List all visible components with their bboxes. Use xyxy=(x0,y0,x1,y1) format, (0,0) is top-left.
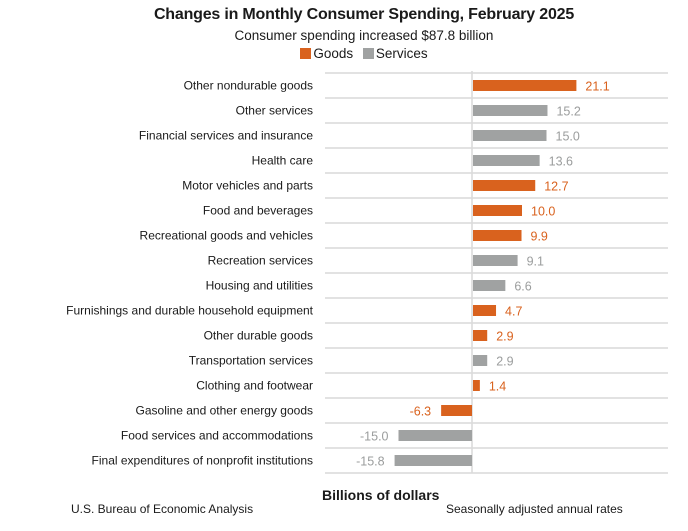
category-label: Recreation services xyxy=(208,254,313,268)
bar-goods xyxy=(473,80,577,91)
chart-title: Changes in Monthly Consumer Spending, Fe… xyxy=(153,6,575,23)
data-label: -15.8 xyxy=(356,455,385,469)
rate-note: Seasonally adjusted annual rates xyxy=(446,502,623,516)
legend-label-goods: Goods xyxy=(313,46,354,61)
category-label: Food services and accommodations xyxy=(121,429,313,443)
data-label: 9.1 xyxy=(527,255,544,269)
legend-swatch-goods xyxy=(300,48,312,59)
bar-services xyxy=(473,155,540,166)
bar-goods xyxy=(473,305,497,316)
category-label: Transportation services xyxy=(189,354,313,368)
data-label: -15.0 xyxy=(360,430,389,444)
x-axis-label: Billions of dollars xyxy=(322,487,440,503)
category-label: Final expenditures of nonprofit institut… xyxy=(92,454,313,468)
data-label: 12.7 xyxy=(544,180,568,194)
bar-goods xyxy=(473,180,536,191)
data-label: 21.1 xyxy=(585,80,609,94)
category-label: Furnishings and durable household equipm… xyxy=(66,304,314,318)
data-label: 13.6 xyxy=(549,155,573,169)
category-label: Housing and utilities xyxy=(206,279,313,293)
data-label: 2.9 xyxy=(496,355,513,369)
source-note: U.S. Bureau of Economic Analysis xyxy=(71,502,254,516)
category-label: Other nondurable goods xyxy=(184,79,313,93)
bar-services xyxy=(473,280,506,291)
category-label: Recreational goods and vehicles xyxy=(140,229,313,243)
chart-subtitle: Consumer spending increased $87.8 billio… xyxy=(234,28,494,43)
bar-goods xyxy=(473,330,488,341)
category-label: Financial services and insurance xyxy=(139,129,313,143)
category-label: Motor vehicles and parts xyxy=(182,179,313,193)
bar-goods xyxy=(473,230,522,241)
data-label: 15.0 xyxy=(556,130,580,144)
legend-swatch-services xyxy=(362,48,374,59)
data-label: 10.0 xyxy=(531,205,555,219)
data-label: 9.9 xyxy=(531,230,548,244)
legend-item-services: Services xyxy=(362,46,428,61)
value-labels: 21.1 15.2 15.0 13.6 12.7 10.0 9.9 9.1 6.6 4.7 2.9 2… xyxy=(356,80,610,469)
data-label: -6.3 xyxy=(410,405,432,419)
bar-services xyxy=(473,105,548,116)
category-label: Other durable goods xyxy=(204,329,313,343)
category-label: Food and beverages xyxy=(203,204,313,218)
legend-item-goods: Goods xyxy=(300,46,353,61)
bar-goods xyxy=(441,405,472,416)
gridlines xyxy=(325,71,668,474)
category-label: Other services xyxy=(236,104,313,118)
bars xyxy=(394,80,577,466)
bar-services xyxy=(473,355,488,366)
data-label: 4.7 xyxy=(505,305,522,319)
legend: Goods Services xyxy=(0,46,688,62)
bar-services xyxy=(473,255,518,266)
bar-goods xyxy=(473,205,522,216)
bar-services xyxy=(394,455,472,466)
legend-label-services: Services xyxy=(375,46,428,61)
category-label: Clothing and footwear xyxy=(196,379,313,393)
bar-goods xyxy=(473,380,480,391)
category-label: Health care xyxy=(252,154,314,168)
bar-services xyxy=(473,130,547,141)
data-label: 2.9 xyxy=(496,330,513,344)
category-labels: Other nondurable goods Other services Fina… xyxy=(66,79,314,468)
bar-services xyxy=(398,430,472,441)
category-label: Gasoline and other energy goods xyxy=(136,404,313,418)
data-label: 1.4 xyxy=(489,380,506,394)
data-label: 15.2 xyxy=(556,105,580,119)
data-label: 6.6 xyxy=(514,280,531,294)
